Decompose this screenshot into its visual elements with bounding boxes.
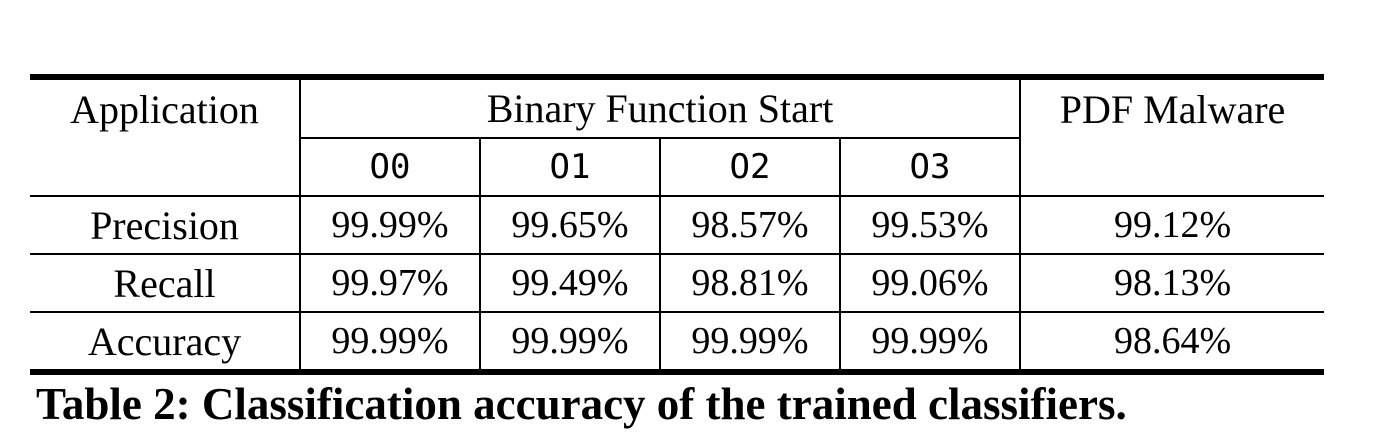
results-table-container: Application Binary Function Start PDF Ma… <box>30 74 1325 375</box>
opt-level-header: O3 <box>840 138 1022 197</box>
table-cell: 99.99% <box>840 312 1022 372</box>
table-cell: 99.97% <box>300 254 481 313</box>
opt-level-header: O2 <box>660 138 841 197</box>
table-cell: 99.99% <box>300 312 481 372</box>
table-cell: 99.49% <box>480 254 661 313</box>
table-cell: 98.64% <box>1113 320 1232 362</box>
table-cell: 99.99% <box>660 312 841 372</box>
table-cell: 99.99% <box>480 312 661 372</box>
application-header: Application <box>30 77 301 197</box>
table-cell: 99.65% <box>480 196 661 255</box>
table-caption: Table 2: Classification accuracy of the … <box>36 379 1127 429</box>
table-row: Precision 99.99% 99.65% 98.57% 99.53% 99… <box>30 196 1325 255</box>
row-label: Accuracy <box>30 312 301 372</box>
row-label: Recall <box>30 254 301 313</box>
classification-accuracy-table: Application Binary Function Start PDF Ma… <box>30 74 1325 375</box>
table-cell: 98.81% <box>660 254 841 313</box>
table-cell: 99.99% <box>300 196 481 255</box>
table-row: Accuracy 99.99% 99.99% 99.99% 99.99% 98.… <box>30 312 1324 372</box>
binary-function-start-header: Binary Function Start <box>300 77 1022 139</box>
table-cell: 98.13% <box>1020 254 1325 313</box>
table-cell: 98.57% <box>660 196 841 255</box>
table-cell: 99.06% <box>840 254 1022 313</box>
table-cell: 99.12% <box>1020 196 1325 255</box>
row-label: Precision <box>30 196 301 255</box>
pdf-malware-header: PDF Malware <box>1020 77 1325 197</box>
table-row: Recall 99.97% 99.49% 98.81% 99.06% 98.13… <box>30 254 1325 313</box>
table-cell: 99.53% <box>840 196 1022 255</box>
opt-level-header: O1 <box>480 138 661 197</box>
opt-level-header: O0 <box>300 138 481 197</box>
